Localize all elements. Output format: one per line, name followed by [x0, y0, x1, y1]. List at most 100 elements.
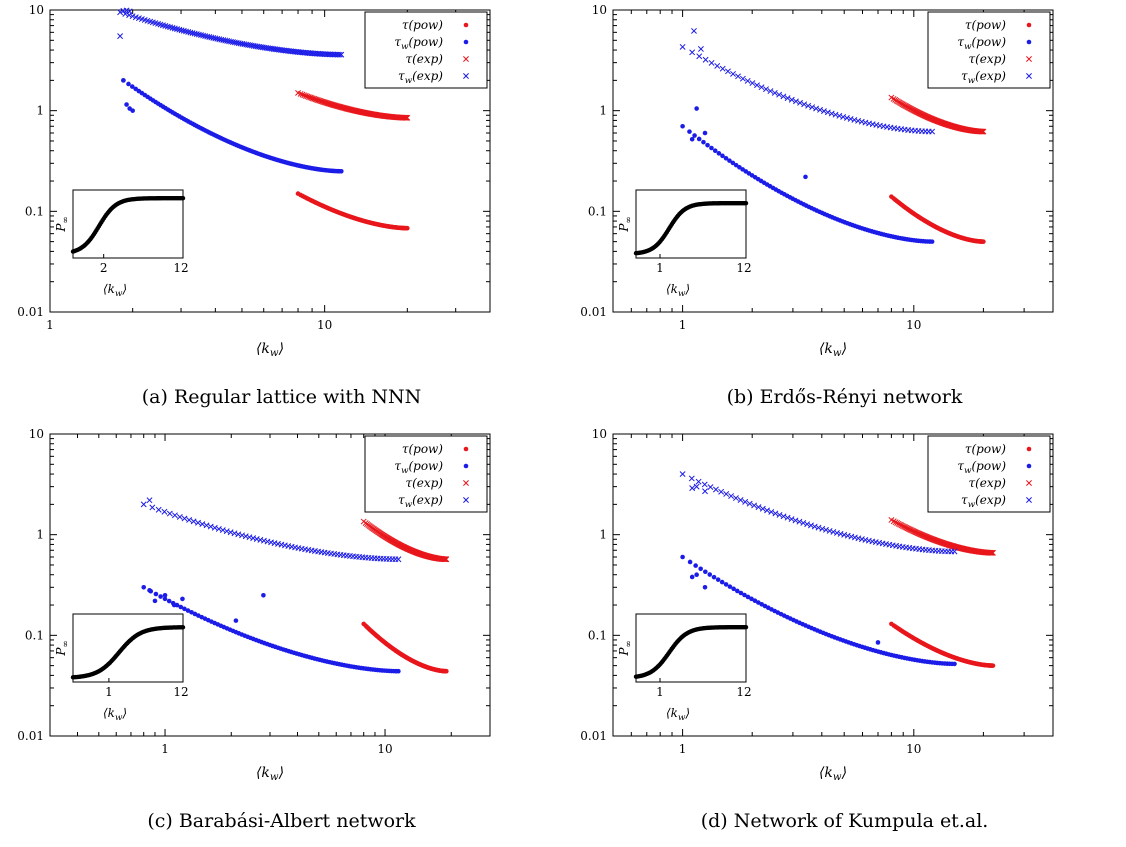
data-point [694, 106, 699, 111]
data-point [738, 590, 744, 596]
data-point [199, 521, 206, 528]
series-τ_w(exp) [117, 7, 345, 58]
data-point [299, 91, 306, 98]
data-point [718, 488, 725, 495]
y-tick-label: 0.1 [25, 204, 44, 218]
inset-tick-label: 1 [105, 685, 113, 699]
data-point [186, 516, 193, 523]
y-tick-label: 1 [599, 528, 607, 542]
data-point [185, 29, 192, 35]
legend-label: τ(pow) [402, 18, 443, 32]
data-point [189, 30, 196, 37]
data-point [195, 519, 201, 526]
legend-label: τw(pow) [394, 459, 443, 476]
data-point [191, 30, 198, 37]
caption-d: (d) Network of Kumpula et.al. [700, 810, 989, 832]
data-point [261, 592, 266, 598]
y-tick-label: 0.1 [588, 628, 607, 642]
data-point [800, 520, 807, 526]
legend-label: τ(exp) [405, 52, 443, 66]
data-point [126, 81, 131, 87]
data-point [707, 484, 714, 491]
series-τ(exp) [888, 94, 987, 135]
data-point [297, 90, 304, 97]
data-point [772, 510, 779, 517]
data-point [834, 529, 840, 536]
x-tick-label: 1 [679, 742, 687, 756]
series-τ_w(pow) [680, 554, 957, 667]
data-point [737, 497, 744, 503]
legend-marker [463, 480, 469, 486]
data-point [735, 73, 741, 80]
data-point [784, 514, 791, 521]
inset-x-label: ⟨kw⟩ [103, 282, 127, 299]
data-point [731, 586, 736, 592]
inset-point [180, 196, 186, 201]
data-point [712, 148, 718, 154]
legend-label: τw(pow) [957, 35, 1006, 52]
data-point [395, 556, 402, 563]
data-point [792, 517, 799, 524]
legend-marker [463, 22, 469, 28]
data-point [162, 596, 168, 602]
legend-label: τw(exp) [398, 69, 443, 86]
data-point [841, 531, 848, 538]
data-point [723, 155, 729, 161]
series-τ(pow) [889, 194, 986, 244]
data-point [730, 160, 736, 166]
data-point [832, 111, 839, 118]
data-point [780, 93, 787, 100]
series-τ_w(pow) [141, 585, 401, 674]
legend-label: τ(pow) [965, 442, 1006, 456]
data-point [768, 508, 775, 515]
data-point [689, 574, 695, 580]
data-point [336, 51, 343, 58]
data-point [155, 506, 162, 513]
data-point [687, 559, 693, 565]
data-point [402, 114, 409, 121]
data-point [723, 582, 729, 587]
data-point [724, 68, 731, 75]
data-point [183, 28, 189, 35]
data-point [890, 518, 897, 525]
data-point [719, 65, 726, 72]
x-tick-label: 1 [46, 318, 54, 332]
data-point [749, 80, 756, 87]
x-tick-label: 10 [906, 318, 921, 332]
data-point [755, 504, 762, 511]
data-point [805, 102, 812, 109]
data-point [190, 518, 197, 525]
series-τ(exp) [360, 518, 450, 563]
inset-y-label: P∞ [54, 640, 71, 656]
inset-x-label: ⟨kw⟩ [103, 706, 127, 723]
data-point [858, 118, 865, 125]
data-point [702, 488, 708, 495]
data-point [122, 10, 129, 17]
caption-b: (b) Erdős-Rényi network [726, 386, 963, 408]
inset-y-label: P∞ [617, 216, 634, 232]
data-point [203, 522, 210, 529]
inset-x-label: ⟨kw⟩ [666, 282, 690, 299]
data-point [146, 497, 153, 504]
y-tick-label: 0.01 [580, 729, 607, 743]
data-point [767, 88, 774, 95]
data-point [796, 518, 803, 525]
legend-label: τ(exp) [968, 476, 1006, 490]
legend-label: τw(pow) [394, 35, 443, 52]
data-point [181, 515, 188, 522]
data-point [828, 110, 835, 117]
plot-frame [49, 9, 491, 313]
data-point [696, 53, 703, 60]
data-point [253, 536, 260, 542]
data-point [161, 508, 168, 515]
caption-a: (a) Regular lattice with NNN [141, 386, 422, 408]
legend-marker [1026, 73, 1032, 79]
data-point [207, 523, 214, 530]
data-point [242, 533, 249, 540]
data-point [166, 598, 172, 604]
series-τ_w(pow) [121, 78, 344, 174]
data-point [185, 608, 191, 613]
data-point [189, 609, 194, 615]
data-point [182, 606, 187, 612]
legend-label: τ(pow) [965, 18, 1006, 32]
